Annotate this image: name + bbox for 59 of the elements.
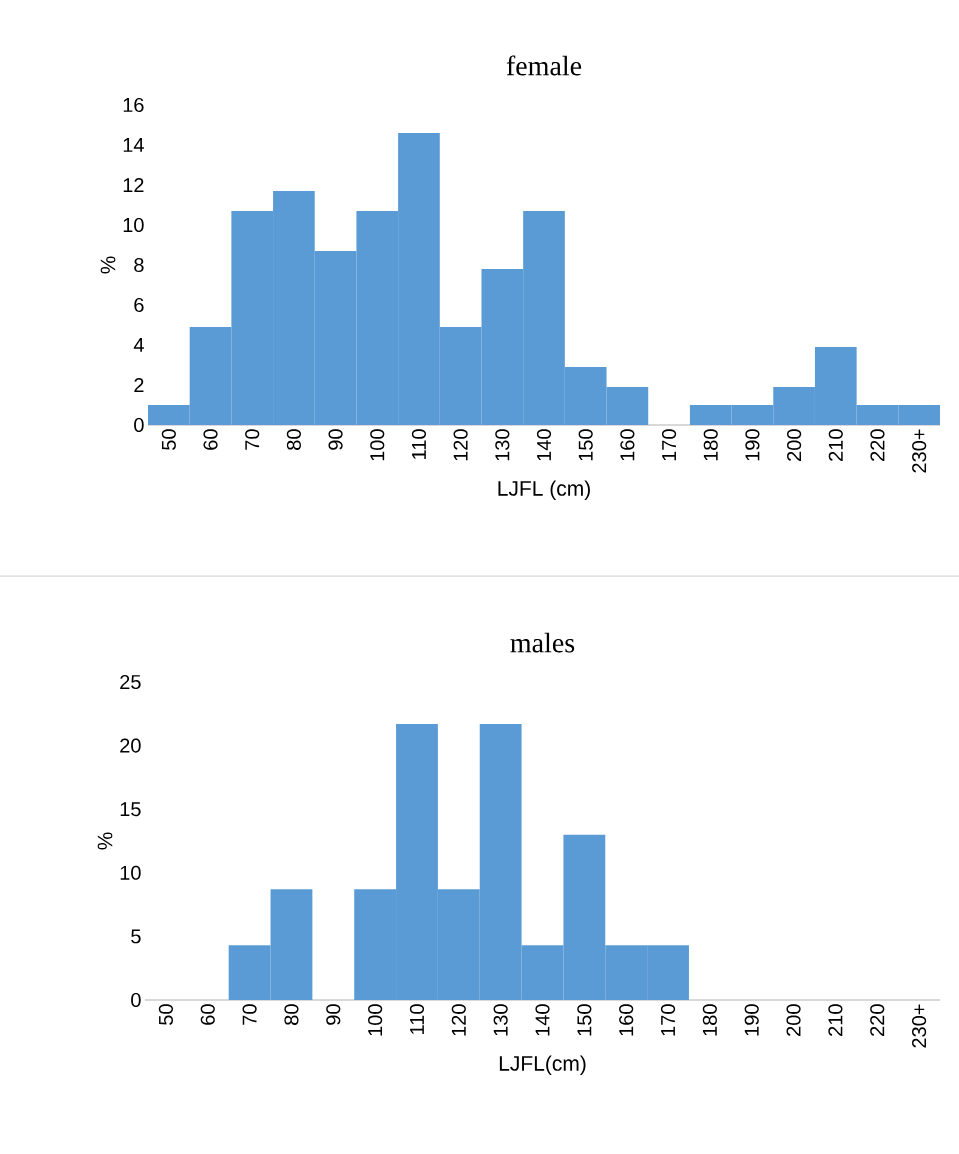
x-tick-label: 90 (328, 429, 343, 450)
x-tick-label: 190 (745, 429, 760, 461)
x-tick-label: 110 (409, 1004, 425, 1034)
y-tick-label: 20 (120, 738, 141, 753)
x-tick-label: 130 (495, 429, 510, 461)
x-tick-label: 200 (787, 429, 802, 461)
y-tick-label: 2 (134, 378, 144, 392)
y-tick-label: 0 (131, 992, 141, 1008)
x-tick-label: 180 (702, 1004, 717, 1036)
x-tick-label: 230+ (912, 1004, 927, 1048)
x-axis-title: LJFL (cm) (498, 480, 590, 500)
x-tick-label: 190 (744, 1004, 759, 1036)
x-tick-label: 180 (703, 429, 718, 461)
x-tick-label: 50 (158, 1004, 173, 1025)
x-tick-label: 130 (493, 1004, 508, 1036)
y-tick-label: 5 (131, 929, 141, 944)
x-tick-label: 120 (453, 429, 468, 461)
x-tick-label: 100 (370, 429, 385, 461)
x-tick-label: 110 (411, 429, 427, 459)
y-tick-label: 15 (120, 802, 141, 817)
y-tick-label: 4 (133, 338, 144, 352)
x-tick-label: 160 (620, 429, 635, 461)
x-tick-label: 140 (535, 1004, 550, 1036)
y-axis-title: % (97, 832, 113, 850)
x-tick-label: 170 (661, 429, 677, 461)
x-tick-label: 150 (577, 1004, 592, 1036)
x-tick-label: 70 (245, 429, 260, 450)
y-tick-label: 25 (120, 674, 141, 690)
chart-title: males (510, 632, 575, 653)
x-tick-label: 90 (326, 1004, 341, 1025)
x-tick-label: 60 (203, 429, 218, 450)
x-tick-label: 160 (619, 1004, 634, 1036)
y-tick-label: 10 (120, 865, 141, 880)
x-tick-label: 100 (368, 1004, 383, 1036)
x-tick-label: 50 (161, 429, 176, 450)
x-axis-title: LJFL(cm) (499, 1055, 586, 1076)
x-tick-label: 220 (870, 1004, 885, 1036)
x-tick-label: 120 (451, 1004, 466, 1036)
x-tick-label: 80 (284, 1004, 299, 1025)
x-tick-label: 150 (578, 429, 593, 461)
x-tick-label: 80 (286, 429, 301, 450)
y-tick-label: 8 (134, 257, 144, 273)
x-tick-label: 230+ (912, 429, 927, 473)
x-tick-label: 70 (242, 1004, 257, 1025)
x-tick-label: 140 (536, 429, 552, 461)
y-tick-label: 12 (123, 178, 144, 192)
x-tick-label: 220 (870, 429, 885, 461)
x-tick-label: 210 (828, 429, 843, 461)
y-tick-label: 0 (134, 417, 144, 433)
x-tick-label: 170 (660, 1004, 676, 1036)
x-tick-label: 200 (786, 1004, 801, 1036)
y-axis-title: % (100, 256, 116, 274)
y-tick-label: 10 (123, 217, 144, 233)
y-tick-label: 14 (123, 138, 144, 152)
y-tick-label: 6 (134, 297, 144, 313)
chart-title: female (506, 55, 582, 76)
x-tick-label: 60 (200, 1004, 215, 1025)
x-tick-label: 210 (828, 1004, 843, 1036)
y-tick-label: 16 (123, 97, 144, 113)
